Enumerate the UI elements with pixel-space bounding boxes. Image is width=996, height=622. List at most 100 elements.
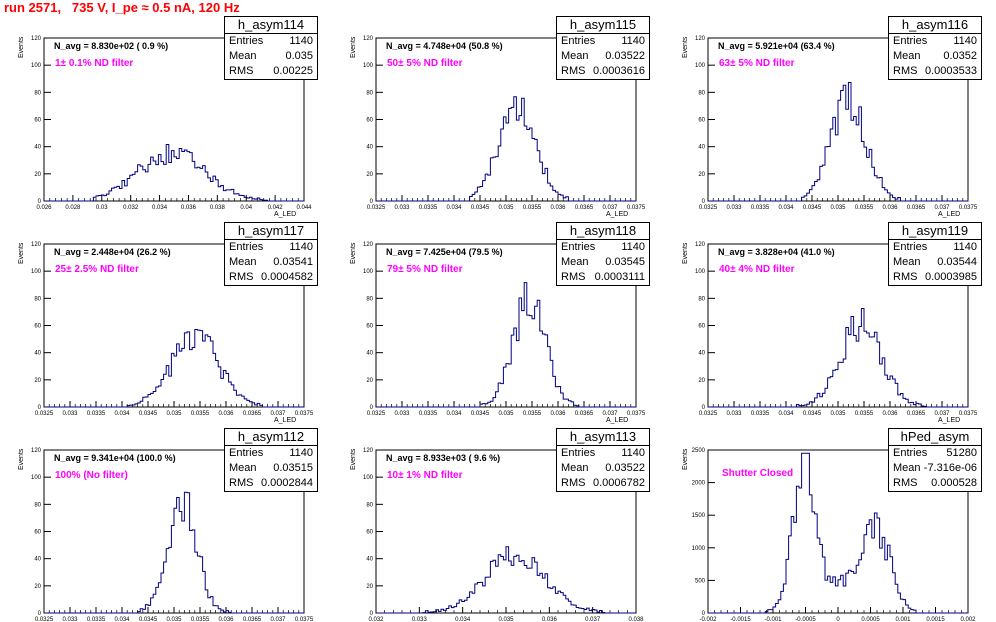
x-tick-label: 0.033 [394, 411, 410, 417]
stats-key: RMS [229, 65, 254, 77]
stats-value: 1140 [621, 447, 645, 459]
x-tick-label: 0.026 [36, 205, 52, 211]
stats-value: 0.0004582 [261, 271, 313, 283]
y-tick-label: 120 [363, 242, 374, 248]
x-tick-label: 0.035 [166, 411, 182, 417]
stats-key: RMS [561, 271, 586, 283]
stats-row-entries: Entries 1140 [557, 34, 649, 49]
stats-value: 1140 [289, 447, 313, 459]
y-tick-label: 100 [363, 269, 374, 275]
x-tick-label: 0.0365 [907, 205, 926, 211]
y-tick-label: 0 [38, 611, 42, 617]
y-axis-label: Events [350, 448, 357, 470]
stats-value: 1140 [289, 35, 313, 47]
stats-value: 0.0003533 [925, 65, 977, 77]
x-tick-label: 0.0345 [803, 411, 822, 417]
x-tick-label: 0.04 [240, 205, 252, 211]
x-tick-label: 0.0375 [959, 411, 978, 417]
y-tick-label: 60 [34, 530, 41, 536]
x-tick-label: 0.0355 [855, 205, 874, 211]
x-tick-label: 0.032 [123, 205, 139, 211]
x-tick-label: 0.0325 [35, 617, 54, 622]
histogram-line [376, 96, 636, 202]
x-tick-label: 0.037 [270, 411, 286, 417]
x-tick-label: 0.034 [778, 205, 794, 211]
y-tick-label: 20 [698, 172, 705, 178]
x-tick-label: 0.0375 [295, 617, 314, 622]
y-tick-label: 20 [366, 584, 373, 590]
stats-value: 0.0003111 [594, 271, 645, 283]
y-tick-label: 100 [31, 63, 42, 69]
stats-title: h_asym113 [557, 429, 649, 446]
stats-row-mean: Mean -7.316e-06 [889, 461, 981, 476]
y-axis-label: Events [18, 36, 25, 58]
stats-row-entries: Entries 1140 [889, 240, 981, 255]
x-tick-label: 0.033 [62, 411, 78, 417]
stats-title: h_asym118 [557, 223, 649, 240]
x-tick-label: 0.0365 [243, 617, 262, 622]
x-tick-label: 0.035 [498, 617, 514, 622]
y-tick-label: 80 [34, 502, 41, 508]
x-tick-label: 0.0005 [861, 617, 880, 622]
pad-h_asym112: 0 20 40 60 80 100 120 0.0325 0.033 0.0335 0.034 0.0… [0, 428, 322, 622]
pad-h_asym113: 0 20 40 60 80 100 120 0.032 0.033 0.034 0.035 0.036… [332, 428, 654, 622]
y-tick-label: 20 [366, 378, 373, 384]
n-avg-label: N_avg = 4.748e+04 (50.8 %) [386, 41, 503, 51]
x-tick-label: 0.044 [296, 205, 312, 211]
y-tick-label: 20 [366, 172, 373, 178]
x-tick-label: -0.002 [699, 617, 717, 622]
stats-key: Mean [561, 50, 589, 62]
stats-row-rms: RMS 0.0003616 [557, 64, 649, 79]
x-tick-label: 0.037 [602, 411, 618, 417]
x-tick-label: 0.035 [498, 205, 514, 211]
stats-row-entries: Entries 51280 [889, 446, 981, 461]
y-tick-label: 2000 [692, 481, 706, 487]
x-tick-label: 0.034 [446, 411, 462, 417]
x-tick-label: 0.002 [960, 617, 976, 622]
pad-h_asym115: 0 20 40 60 80 100 120 0.0325 0.033 0.0335 0.034 0.0… [332, 16, 654, 218]
x-tick-label: 0.037 [270, 617, 286, 622]
stats-value: 0.035 [285, 50, 313, 62]
stats-key: Entries [561, 241, 596, 253]
x-tick-label: 0.0365 [907, 411, 926, 417]
y-tick-label: 0 [702, 405, 706, 411]
y-tick-label: 0 [38, 405, 42, 411]
x-axis-label: A_LED [938, 211, 961, 218]
x-tick-label: 0.0335 [419, 411, 438, 417]
stats-key: Entries [229, 35, 264, 47]
y-tick-label: 60 [698, 324, 705, 330]
plot-h_asym112: 0 20 40 60 80 100 120 0.0325 0.033 0.0335 0.034 0.0… [31, 448, 314, 622]
stats-row-rms: RMS 0.00225 [225, 64, 317, 79]
stats-title: h_asym116 [889, 17, 981, 34]
y-tick-label: 120 [363, 448, 374, 454]
filter-label: 50± 5% ND filter [387, 58, 463, 69]
stats-value: 0.03541 [273, 256, 313, 268]
stats-value: 0.03522 [605, 50, 645, 62]
x-tick-label: 0.0325 [367, 205, 386, 211]
stats-row-entries: Entries 1140 [225, 34, 317, 49]
plot-h_asym118: 0 20 40 60 80 100 120 0.0325 0.033 0.0335 0.034 0.0… [363, 242, 646, 417]
stats-key: Mean [893, 50, 921, 62]
y-tick-label: 120 [363, 36, 374, 42]
histogram-line [44, 329, 304, 408]
x-tick-label: 0.035 [830, 205, 846, 211]
x-tick-label: 0.0345 [471, 411, 490, 417]
x-tick-label: 0.037 [934, 205, 950, 211]
x-tick-label: 0.033 [726, 411, 742, 417]
n-avg-label: N_avg = 7.425e+04 (79.5 %) [386, 247, 503, 257]
x-tick-label: 0.033 [412, 617, 428, 622]
stats-row-rms: RMS 0.0006782 [557, 476, 649, 491]
y-tick-label: 80 [366, 502, 373, 508]
stats-value: 1140 [953, 35, 977, 47]
stats-title: hPed_asym [889, 429, 981, 446]
x-tick-label: 0.033 [394, 205, 410, 211]
x-tick-label: 0.037 [585, 617, 601, 622]
filter-label: 1± 0.1% ND filter [55, 58, 134, 69]
x-tick-label: 0.033 [62, 617, 78, 622]
x-tick-label: 0.0355 [523, 411, 542, 417]
x-tick-label: 0.034 [114, 617, 130, 622]
stats-row-rms: RMS 0.0003533 [889, 64, 981, 79]
stats-key: Mean [229, 462, 257, 474]
y-tick-label: 60 [366, 118, 373, 124]
stats-row-mean: Mean 0.03515 [225, 461, 317, 476]
